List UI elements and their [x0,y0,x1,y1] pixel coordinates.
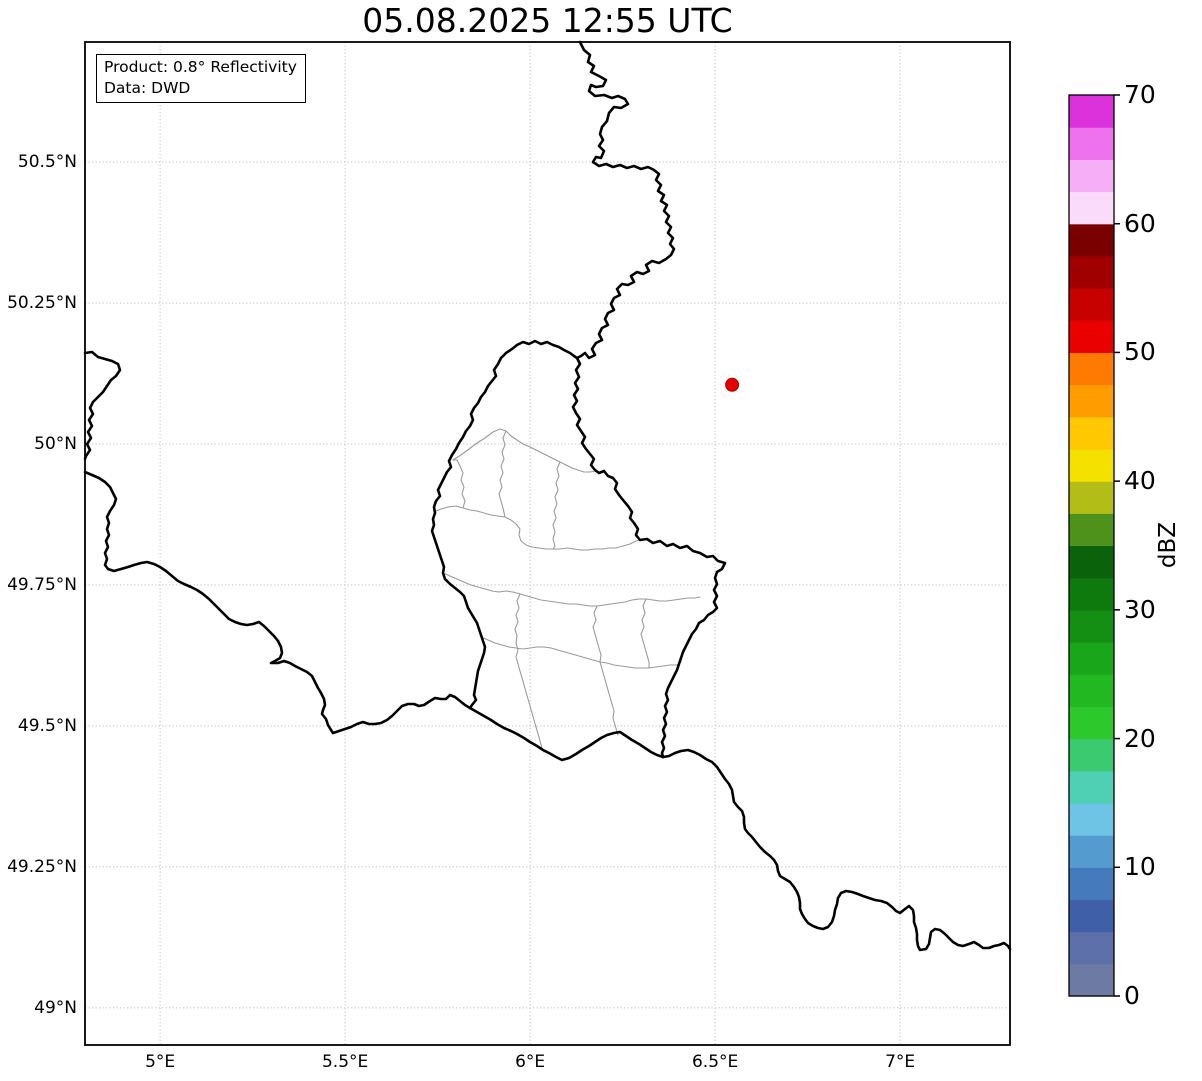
colorbar-segment [1069,513,1114,547]
colorbar-segment [1069,545,1114,579]
colorbar-tick-label: 40 [1124,466,1156,496]
colorbar-tick-label: 30 [1124,594,1156,624]
x-tick-label: 6°E [515,1052,546,1072]
y-tick-label: 49.75°N [7,574,77,595]
colorbar-segment [1069,706,1114,740]
colorbar-tick-label: 60 [1124,208,1156,238]
colorbar-segment [1069,770,1114,804]
x-tick-label: 6.5°E [691,1052,739,1072]
regional-border [514,593,545,753]
colorbar-segment [1069,609,1114,643]
national-border [575,40,676,360]
colorbar-segment [1069,738,1114,772]
colorbar-tick-label: 70 [1124,80,1156,109]
colorbar-segment [1069,835,1114,868]
colorbar-segment [1069,223,1114,257]
colorbar-tick-label: 20 [1124,723,1156,753]
colorbar-segment [1069,352,1114,386]
colorbar-segment [1069,674,1114,707]
national-border [83,350,122,461]
national-border [515,339,579,360]
y-tick-label: 50°N [34,433,77,454]
plot-border [84,41,1011,1046]
x-tick-label: 7°E [885,1052,916,1072]
radar-site-marker [725,377,740,392]
colorbar-segment [1069,416,1114,450]
colorbar-segment [1069,127,1114,160]
colorbar-tick-label: 50 [1124,337,1156,367]
colorbar-outline [1068,94,1115,997]
product-info-box: Product: 0.8° Reflectivity Data: DWD [96,54,306,103]
colorbar-segment [1069,642,1114,675]
colorbar-segment [1069,191,1114,225]
regional-border [640,598,650,669]
y-tick-label: 50.5°N [17,152,77,173]
y-tick-label: 50.25°N [7,293,77,314]
colorbar-segment [1069,288,1114,321]
colorbar-segment [1069,899,1114,933]
regional-border [498,430,507,518]
colorbar-tick-label: 10 [1124,852,1156,882]
colorbar-segment [1069,931,1114,965]
colorbar-segment [1069,577,1114,611]
colorbar-segment [1069,95,1114,128]
y-tick-label: 49.5°N [17,715,77,736]
colorbar-segment [1069,255,1114,289]
national-border [83,470,472,735]
colorbar-segment [1069,481,1114,514]
colorbar-segment [1069,320,1114,354]
regional-border [552,461,561,550]
national-border [571,356,727,759]
regional-border [592,605,619,736]
x-tick-label: 5.5°E [321,1052,369,1072]
regional-border [452,428,600,474]
colorbar-segment [1069,384,1114,418]
colorbar-segment [1069,159,1114,193]
product-line: Product: 0.8° Reflectivity [104,58,297,76]
x-tick-label: 5°E [145,1052,176,1072]
regional-border [442,572,701,607]
colorbar-segment [1069,802,1114,836]
figure-title: 05.08.2025 12:55 UTC [362,1,733,40]
regional-border [480,636,682,669]
colorbar-segment [1069,448,1114,482]
y-tick-label: 49.25°N [7,856,77,877]
colorbar-segment [1069,867,1114,901]
colorbar-segment [1069,963,1114,997]
data-source-line: Data: DWD [104,79,191,97]
y-tick-label: 49°N [34,997,77,1018]
national-border [468,706,665,762]
regional-border [433,505,641,551]
regional-border [452,459,466,509]
national-border [430,343,519,710]
national-border [661,748,1012,952]
colorbar-unit-label: dBZ [1155,521,1181,569]
colorbar-tick-label: 0 [1124,981,1140,1010]
